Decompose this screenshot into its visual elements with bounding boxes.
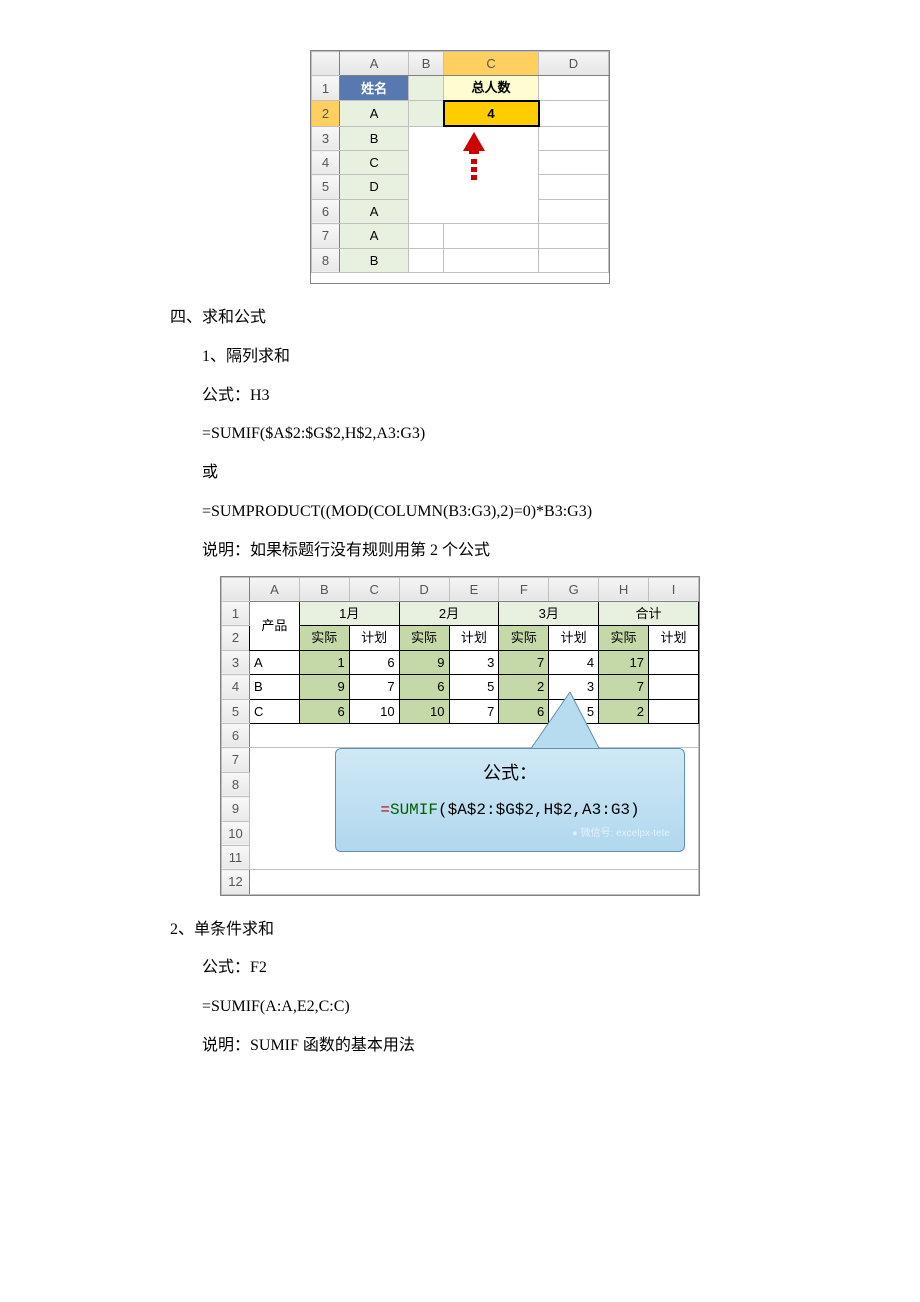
sec4-2-line3: 说明：SUMIF 函数的基本用法 (202, 1032, 750, 1061)
row-3: 3 (312, 126, 340, 150)
section-4-title: 四、求和公式 (170, 304, 750, 333)
col2-f: F (499, 577, 549, 601)
callout-pointer-icon (530, 692, 610, 752)
cell-a3: B (340, 126, 409, 150)
cell-b3 (409, 126, 539, 224)
cell-d6 (539, 199, 609, 223)
data-row-4: 4 B 9 7 6 5 2 3 7 (222, 675, 699, 699)
data-row-5: 5 C 6 10 10 7 6 5 2 (222, 699, 699, 723)
wechat-watermark: ● 微信号: excelpx-tete (350, 825, 670, 843)
col-b: B (409, 52, 444, 76)
cell-m2: 2月 (399, 601, 499, 625)
col2-g: G (549, 577, 599, 601)
cell-d4 (539, 151, 609, 175)
arrow-icon (459, 129, 489, 184)
col-c: C (444, 52, 539, 76)
data-row-3: 3 A 1 6 9 3 7 4 17 (222, 650, 699, 674)
c2: 计划 (349, 626, 399, 650)
row-5: 5 (312, 175, 340, 199)
cell-b2 (409, 101, 444, 126)
row-2: 2 (312, 101, 340, 126)
col2-i: I (649, 577, 699, 601)
sec4-1-line1: 公式：H3 (202, 382, 750, 411)
d2: 实际 (399, 626, 449, 650)
excel-screenshot-1: A B C D 1 姓名 总人数 2 A 4 3 B (310, 50, 610, 284)
cell-a5: D (340, 175, 409, 199)
cell-d8 (539, 248, 609, 272)
col-d: D (539, 52, 609, 76)
cell-product: 产品 (250, 601, 300, 650)
r2-2: 2 (222, 626, 250, 650)
sec4-2-line2: =SUMIF(A:A,E2,C:C) (202, 993, 750, 1022)
cell-d5 (539, 175, 609, 199)
col-a: A (340, 52, 409, 76)
col2-a: A (250, 577, 300, 601)
col2-b: B (299, 577, 349, 601)
g2: 计划 (549, 626, 599, 650)
col2-h: H (599, 577, 649, 601)
cell-a6: A (340, 199, 409, 223)
cell-b1 (409, 76, 444, 101)
cell-a2: A (340, 101, 409, 126)
cell-d1 (539, 76, 609, 101)
cell-d7 (539, 224, 609, 248)
cell-total: 合计 (599, 601, 699, 625)
sec4-1-line3: 或 (202, 459, 750, 488)
sec4-1-line2: =SUMIF($A$2:$G$2,H$2,A3:G3) (202, 420, 750, 449)
sec4-2-title: 2、单条件求和 (170, 916, 750, 945)
sec4-2-line1: 公式：F2 (202, 954, 750, 983)
row-7: 7 (312, 224, 340, 248)
e2: 计划 (449, 626, 499, 650)
cell-a4: C (340, 151, 409, 175)
cell-a7: A (340, 224, 409, 248)
cell-a1: 姓名 (340, 76, 409, 101)
row-1: 1 (312, 76, 340, 101)
i2: 计划 (649, 626, 699, 650)
col2-e: E (449, 577, 499, 601)
sec4-1-title: 1、隔列求和 (202, 343, 750, 372)
b2: 实际 (299, 626, 349, 650)
r2-1: 1 (222, 601, 250, 625)
cell-m3: 3月 (499, 601, 599, 625)
cell-d2 (539, 101, 609, 126)
corner2 (222, 577, 250, 601)
cell-c2-selected: 4 (444, 101, 539, 126)
sec4-1-line5: 说明：如果标题行没有规则用第 2 个公式 (202, 537, 750, 566)
cell-c1: 总人数 (444, 76, 539, 101)
cell-d3 (539, 126, 609, 150)
cell-a8: B (340, 248, 409, 272)
excel-screenshot-2: A B C D E F G H I 1 产品 1月 2月 3月 合计 2 实际 … (220, 576, 700, 896)
row-8: 8 (312, 248, 340, 272)
callout-title: 公式： (350, 757, 670, 789)
formula-callout: 公式： =SUMIF($A$2:$G$2,H$2,A3:G3) ● 微信号: e… (335, 748, 685, 851)
f2: 实际 (499, 626, 549, 650)
col2-d: D (399, 577, 449, 601)
row-4: 4 (312, 151, 340, 175)
corner (312, 52, 340, 76)
row-6: 6 (312, 199, 340, 223)
h2: 实际 (599, 626, 649, 650)
eq: = (380, 801, 390, 819)
sec4-1-line4: =SUMPRODUCT((MOD(COLUMN(B3:G3),2)=0)*B3:… (202, 498, 750, 527)
cell-m1: 1月 (299, 601, 399, 625)
col2-c: C (349, 577, 399, 601)
